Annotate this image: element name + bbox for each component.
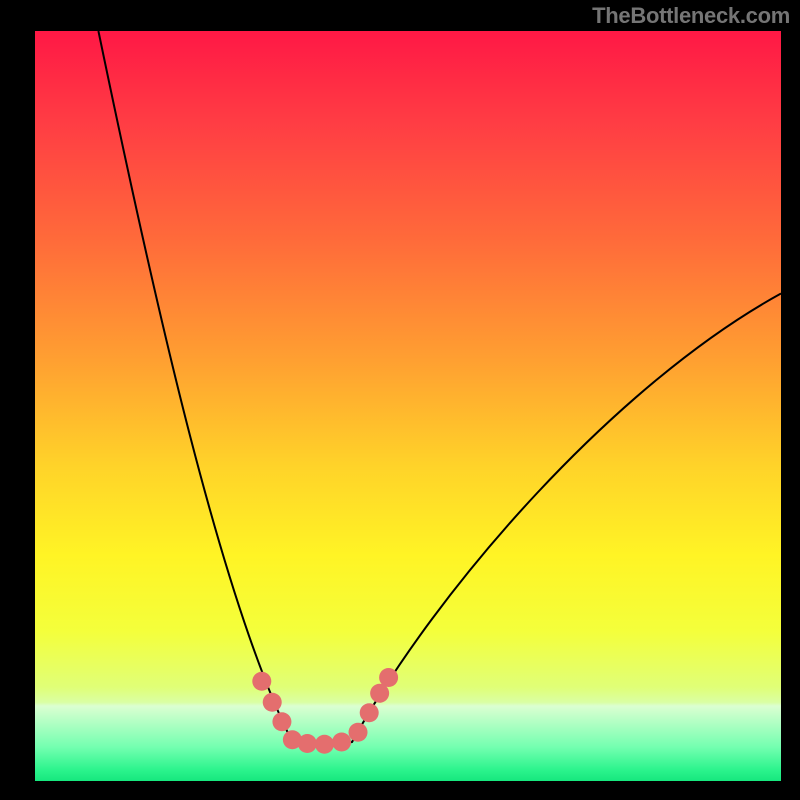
chart-container: TheBottleneck.com bbox=[0, 0, 800, 800]
valley-marker bbox=[379, 668, 398, 687]
chart-svg bbox=[0, 0, 800, 800]
valley-marker bbox=[332, 733, 351, 752]
valley-marker bbox=[360, 703, 379, 722]
valley-marker bbox=[252, 672, 271, 691]
valley-marker bbox=[263, 693, 282, 712]
valley-marker bbox=[349, 723, 368, 742]
plot-background bbox=[35, 31, 781, 781]
attribution-label: TheBottleneck.com bbox=[592, 3, 790, 29]
valley-marker bbox=[315, 735, 334, 754]
valley-marker bbox=[272, 712, 291, 731]
valley-marker bbox=[298, 734, 317, 753]
